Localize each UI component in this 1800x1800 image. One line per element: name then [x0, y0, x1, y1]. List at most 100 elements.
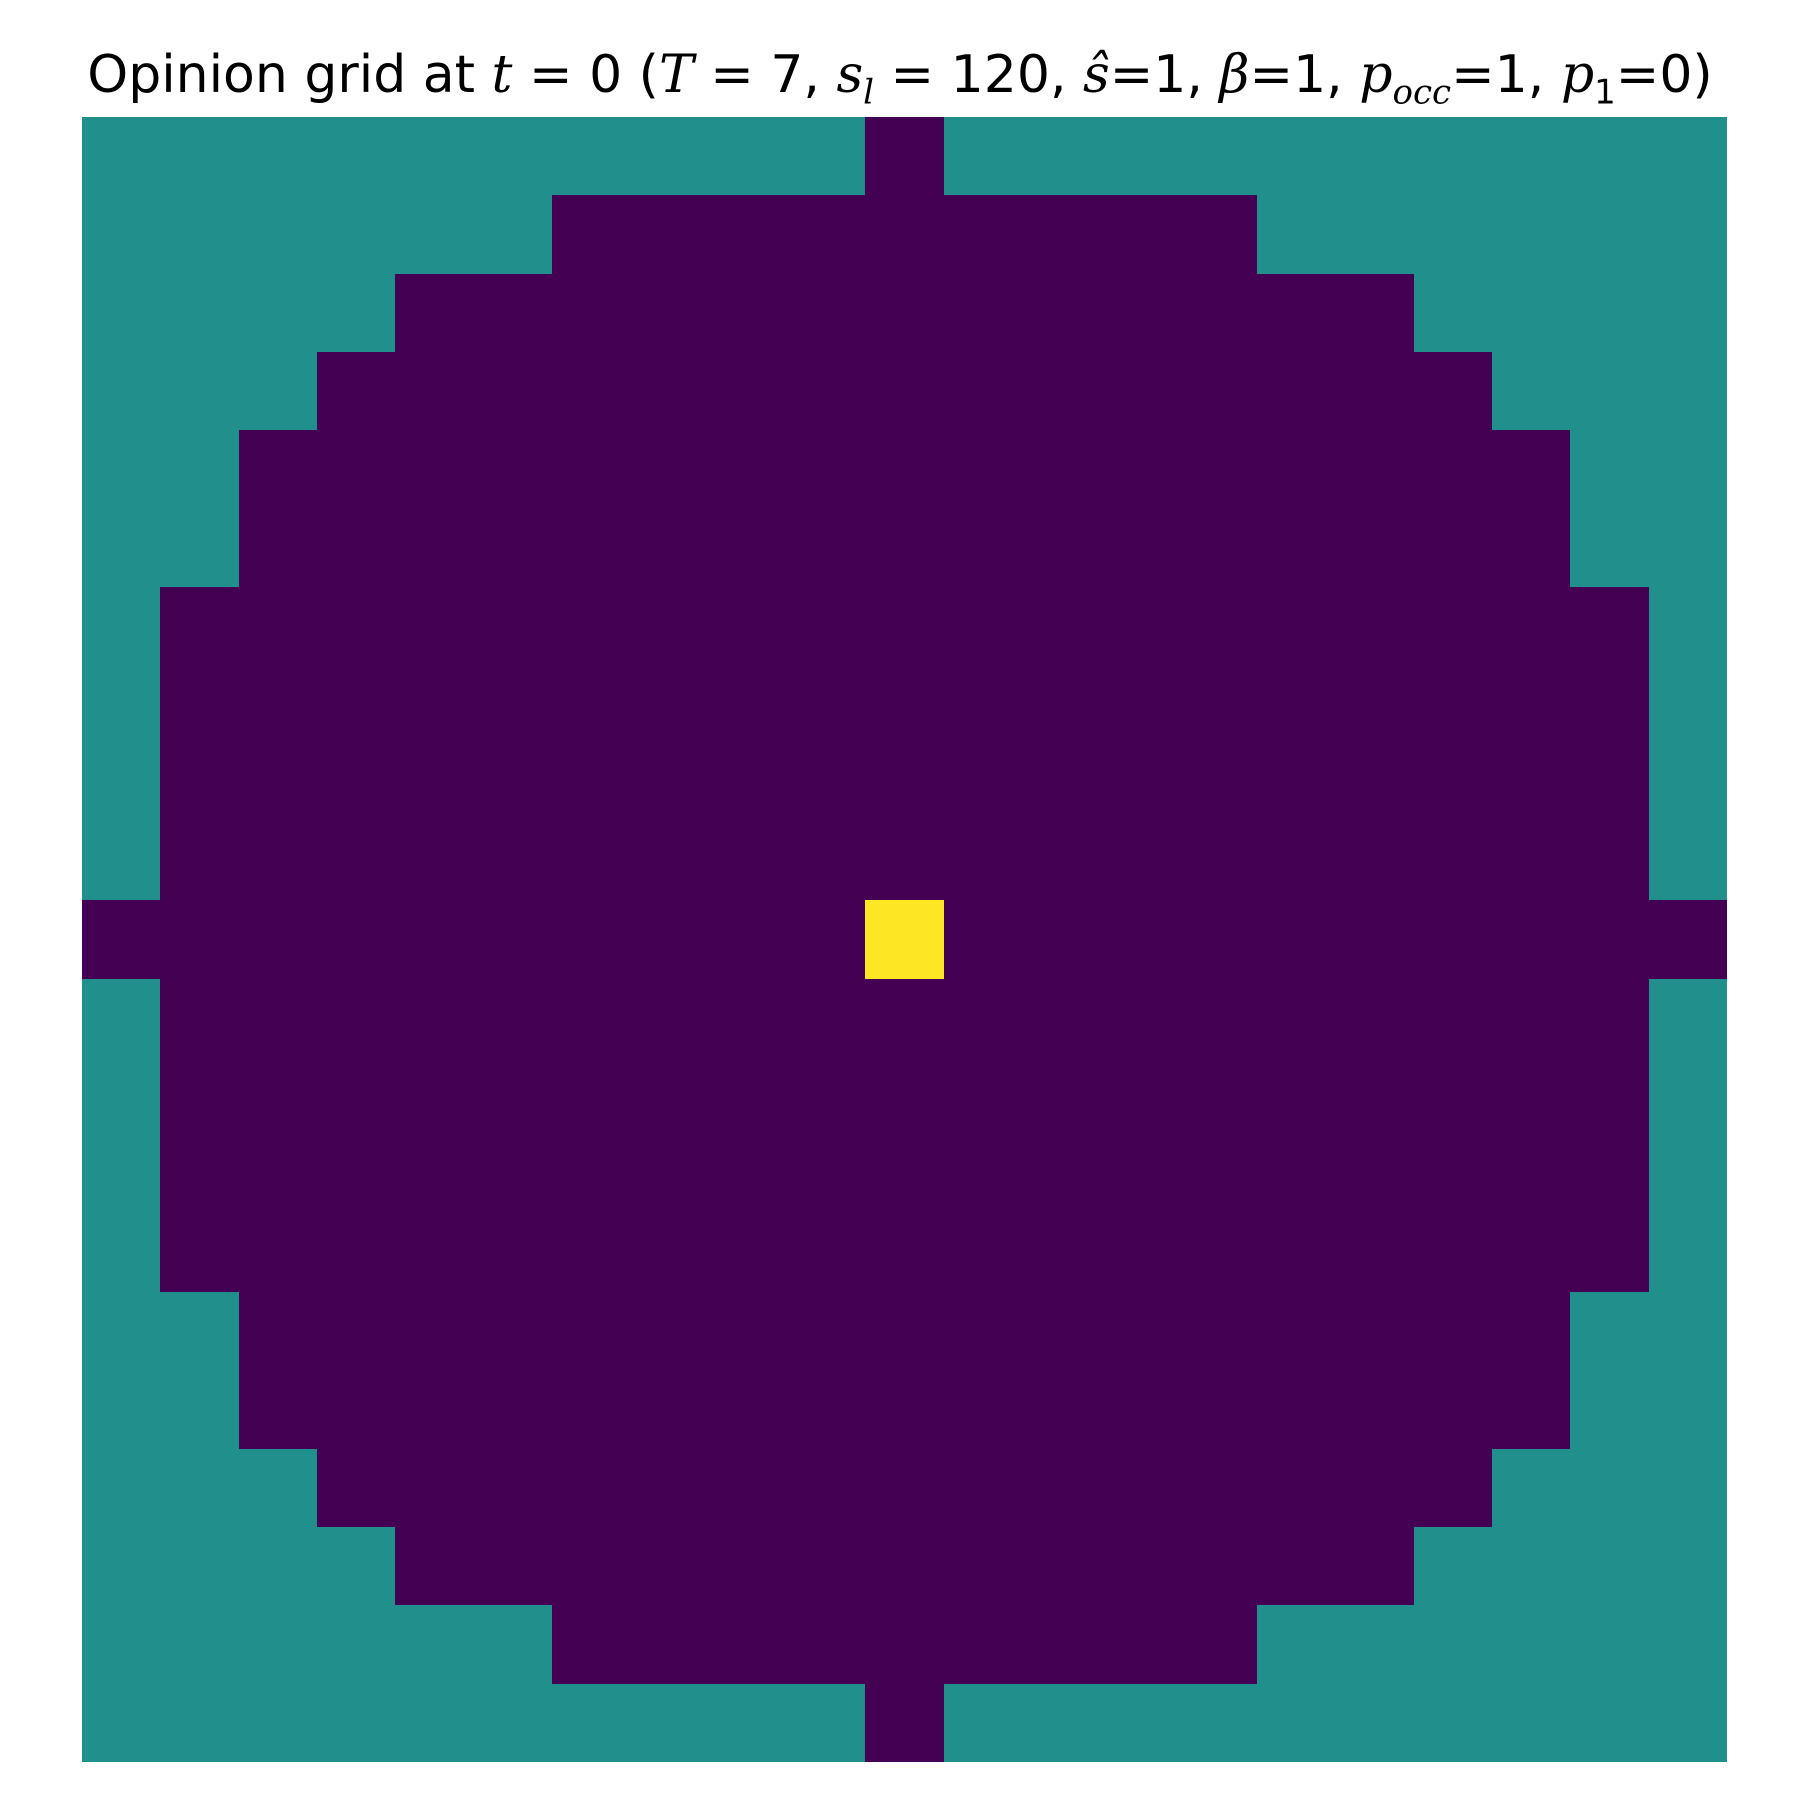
grid-cell-inside: [474, 744, 552, 822]
grid-cell-inside: [1492, 744, 1570, 822]
grid-cell-inside: [395, 900, 474, 979]
grid-cell-outside: [1570, 430, 1649, 509]
grid-cell-inside: [552, 1057, 630, 1135]
grid-cell-inside: [709, 1292, 787, 1370]
grid-cell-inside: [709, 587, 787, 665]
grid-cell-inside: [1179, 195, 1257, 274]
grid-cell-inside: [630, 665, 709, 744]
grid-cell-inside: [1100, 352, 1179, 430]
grid-cell-inside: [160, 979, 239, 1057]
grid-cell-inside: [1257, 1449, 1335, 1527]
grid-cell-inside: [1414, 352, 1492, 430]
grid-cell-inside: [944, 1449, 1022, 1527]
grid-cell-inside: [1492, 1292, 1570, 1370]
grid-cell-inside: [1100, 665, 1179, 744]
grid-cell-outside: [160, 1292, 239, 1370]
grid-cell-inside: [395, 979, 474, 1057]
grid-cell-inside: [552, 1370, 630, 1449]
grid-cell-outside: [82, 274, 160, 352]
grid-cell-outside: [1414, 1684, 1492, 1762]
grid-cell-outside: [787, 117, 865, 195]
grid-cell-outside: [1570, 274, 1649, 352]
grid-cell-inside: [787, 822, 865, 900]
grid-cell-inside: [1179, 430, 1257, 509]
grid-cell-outside: [160, 430, 239, 509]
grid-cell-inside: [552, 274, 630, 352]
grid-cell-inside: [1414, 665, 1492, 744]
grid-cell-inside: [1100, 744, 1179, 822]
grid-cell-inside: [1100, 1135, 1179, 1214]
grid-cell-inside: [395, 665, 474, 744]
grid-cell-inside: [787, 587, 865, 665]
grid-cell-outside: [1570, 509, 1649, 587]
grid-cell-inside: [1179, 822, 1257, 900]
grid-cell-inside: [944, 352, 1022, 430]
grid-cell-inside: [474, 1527, 552, 1605]
grid-cell-inside: [552, 1605, 630, 1684]
grid-cell-inside: [630, 1527, 709, 1605]
grid-cell-inside: [944, 1527, 1022, 1605]
grid-cell-inside: [630, 744, 709, 822]
grid-cell-outside: [1414, 195, 1492, 274]
grid-cell-outside: [395, 1684, 474, 1762]
grid-cell-inside: [1100, 274, 1179, 352]
grid-cell-inside: [1257, 509, 1335, 587]
grid-cell-outside: [1649, 822, 1727, 900]
grid-cell-inside: [865, 744, 944, 822]
grid-cell-inside: [1100, 1057, 1179, 1135]
grid-cell-outside: [1414, 117, 1492, 195]
grid-cell-inside: [160, 1214, 239, 1292]
grid-cell-inside: [239, 1135, 317, 1214]
grid-cell-outside: [317, 1684, 395, 1762]
grid-cell-inside: [552, 979, 630, 1057]
grid-cell-outside: [1570, 117, 1649, 195]
grid-cell-inside: [630, 1135, 709, 1214]
grid-cell-inside: [1335, 1135, 1414, 1214]
grid-cell-inside: [1335, 587, 1414, 665]
grid-cell-outside: [160, 1449, 239, 1527]
grid-cell-outside: [1570, 1605, 1649, 1684]
grid-cell-inside: [1414, 979, 1492, 1057]
grid-cell-inside: [865, 117, 944, 195]
grid-cell-outside: [1100, 117, 1179, 195]
grid-cell-outside: [1100, 1684, 1179, 1762]
grid-cell-inside: [1414, 1370, 1492, 1449]
grid-cell-inside: [1257, 1292, 1335, 1370]
grid-cell-inside: [787, 195, 865, 274]
grid-cell-inside: [239, 1370, 317, 1449]
grid-cell-inside: [1100, 1527, 1179, 1605]
grid-cell-inside: [1570, 1057, 1649, 1135]
grid-cell-inside: [1257, 979, 1335, 1057]
grid-cell-inside: [630, 352, 709, 430]
grid-cell-inside: [944, 1214, 1022, 1292]
grid-cell-inside: [709, 1214, 787, 1292]
grid-cell-inside: [865, 1684, 944, 1762]
grid-cell-inside: [1257, 274, 1335, 352]
grid-cell-inside: [1022, 430, 1100, 509]
grid-cell-inside: [1335, 1214, 1414, 1292]
grid-cell-outside: [1022, 1684, 1100, 1762]
grid-cell-inside: [787, 509, 865, 587]
grid-cell-inside: [865, 822, 944, 900]
grid-cell-inside: [944, 430, 1022, 509]
grid-cell-inside: [1414, 744, 1492, 822]
grid-cell-inside: [395, 1370, 474, 1449]
grid-cell-inside: [1335, 1292, 1414, 1370]
grid-cell-inside: [474, 665, 552, 744]
grid-cell-inside: [1492, 1370, 1570, 1449]
grid-cell-outside: [82, 1214, 160, 1292]
grid-cell-outside: [160, 117, 239, 195]
grid-cell-inside: [239, 1292, 317, 1370]
grid-cell-inside: [1179, 1057, 1257, 1135]
grid-cell-inside: [1570, 979, 1649, 1057]
grid-cell-inside: [1257, 1057, 1335, 1135]
grid-cell-outside: [1649, 1605, 1727, 1684]
grid-cell-inside: [1179, 509, 1257, 587]
grid-cell-inside: [1179, 1527, 1257, 1605]
grid-cell-inside: [239, 587, 317, 665]
grid-cell-inside: [787, 900, 865, 979]
grid-cell-outside: [82, 1449, 160, 1527]
grid-cell-inside: [317, 1214, 395, 1292]
grid-cell-inside: [1414, 900, 1492, 979]
grid-cell-outside: [1335, 117, 1414, 195]
